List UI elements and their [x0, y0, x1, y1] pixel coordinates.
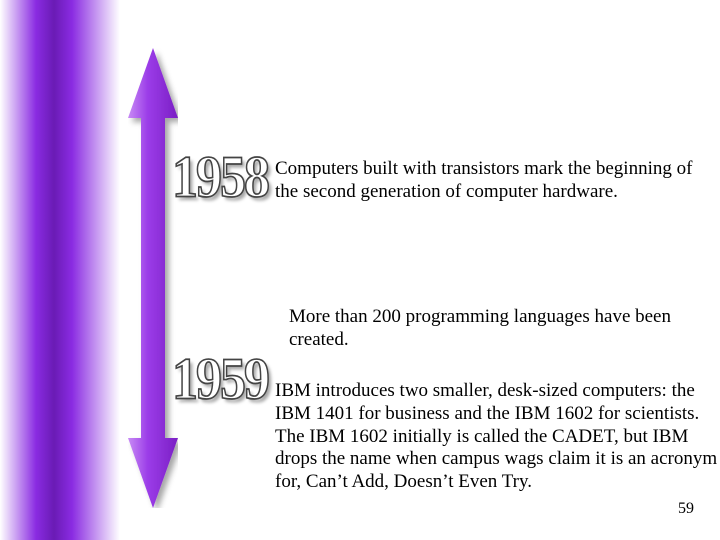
page-number: 59 — [678, 500, 694, 518]
entry-1959-a: More than 200 programming languages have… — [289, 306, 709, 352]
entry-1958: Computers built with transistors mark th… — [275, 158, 703, 204]
year-label-1959: 1959 — [172, 346, 268, 414]
entry-1959-b: IBM introduces two smaller, desk-sized c… — [275, 380, 718, 494]
left-gradient-bar — [0, 0, 120, 540]
timeline-arrow — [128, 48, 178, 508]
year-label-1958: 1958 — [172, 144, 268, 212]
